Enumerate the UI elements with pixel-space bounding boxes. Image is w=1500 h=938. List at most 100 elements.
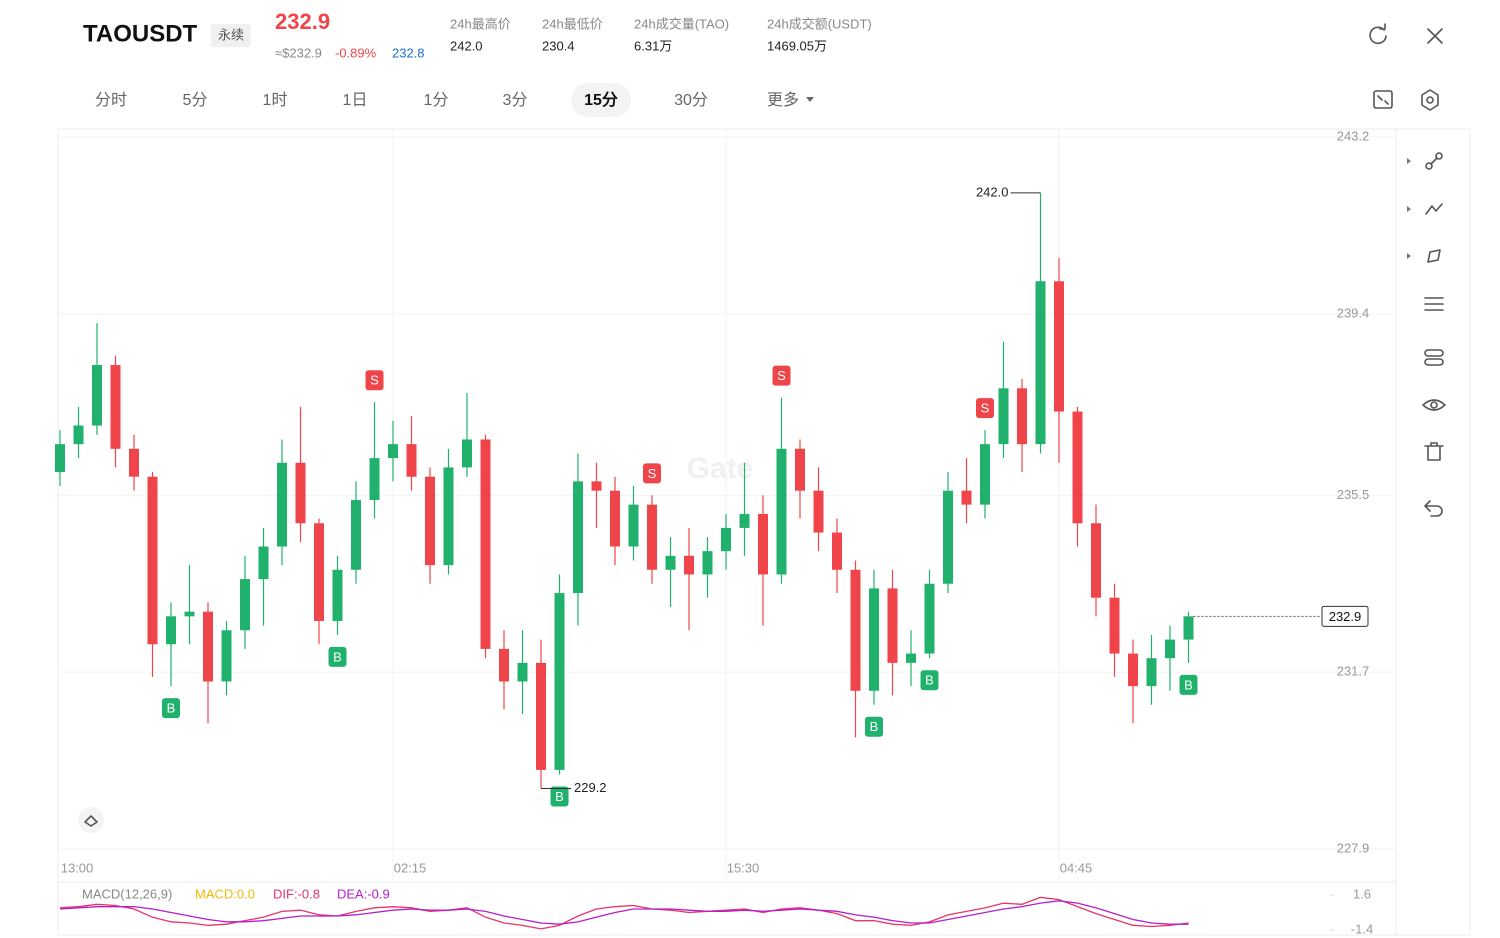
candle-body	[1146, 658, 1157, 687]
x-tick-label: 13:00	[61, 860, 94, 875]
candle-body	[998, 388, 1009, 445]
tab[interactable]: 分时	[95, 91, 127, 109]
candle-body	[943, 490, 953, 584]
candle-body	[129, 448, 139, 477]
tab[interactable]: 更多	[767, 91, 799, 109]
candle-body	[628, 504, 639, 547]
candle-body	[1091, 523, 1101, 598]
tag: 永续	[218, 27, 244, 42]
candle-body	[73, 425, 84, 445]
candle-body	[554, 593, 565, 770]
chart-frame	[57, 128, 1471, 936]
signal-label: B	[333, 649, 342, 664]
last-price-box	[1321, 605, 1369, 627]
signal-badge	[550, 786, 569, 807]
candle-body	[591, 481, 602, 491]
candle-body	[906, 653, 916, 663]
close-button[interactable]	[1427, 28, 1443, 44]
candle-body	[647, 504, 657, 570]
fib-tool[interactable]	[1407, 203, 1443, 215]
tab[interactable]: 3分	[503, 91, 528, 109]
change: -0.89%	[335, 45, 377, 60]
candle-body	[166, 616, 176, 645]
candle-body	[702, 551, 713, 575]
signal-badge	[365, 370, 384, 391]
signal-badge	[865, 716, 883, 737]
candle-body	[850, 569, 861, 691]
delete-tool[interactable]	[1424, 442, 1444, 461]
tab[interactable]: 1日	[343, 92, 368, 109]
mark-price: 232.8	[392, 45, 425, 60]
watermark: Gate	[687, 452, 754, 485]
template-tool[interactable]	[1424, 349, 1444, 366]
candle-body	[55, 444, 65, 473]
y-tick-label: 243.2	[1337, 128, 1370, 143]
signal-badge	[328, 646, 347, 667]
indicator-title: MACD(12,26,9)	[82, 886, 172, 901]
candle-body	[739, 513, 750, 528]
tag-bg	[211, 24, 251, 47]
signal-label: B	[167, 701, 176, 716]
candle-body	[758, 513, 768, 575]
candle-body	[184, 611, 195, 617]
tab[interactable]: 1时	[263, 91, 288, 109]
candle-body	[92, 365, 102, 426]
drawing-toolbar	[1407, 152, 1446, 517]
visibility-toggle[interactable]	[78, 807, 104, 833]
candle-body	[462, 439, 472, 468]
candle-body	[1054, 281, 1064, 412]
signal-label: S	[777, 368, 786, 383]
tab[interactable]: 30分	[674, 91, 708, 109]
candle-body	[1165, 639, 1175, 659]
refresh-button[interactable]	[1369, 23, 1387, 45]
candle-body	[980, 444, 990, 505]
candle-body	[684, 555, 694, 575]
y-tick-label: 239.4	[1337, 305, 1370, 320]
candle-body	[1109, 597, 1120, 654]
y-tick-label: 227.9	[1337, 840, 1370, 855]
candle-body	[1035, 281, 1046, 445]
line-tool[interactable]	[1407, 152, 1443, 170]
stat-value: 242.0	[450, 38, 483, 53]
y-tick-label: 1.6	[1353, 886, 1371, 901]
tab[interactable]: 5分	[183, 91, 208, 109]
candle-body	[721, 527, 731, 552]
indicator-readout: MACD:0.0	[195, 886, 255, 901]
tab[interactable]: 15分	[584, 91, 618, 109]
undo-tool[interactable]	[1424, 500, 1443, 517]
visibility-tool[interactable]	[1422, 399, 1446, 411]
candle-body	[443, 467, 454, 566]
candle-body	[332, 569, 343, 621]
indicator-tool[interactable]	[1424, 297, 1444, 311]
stat-label: 24h最低价	[542, 16, 603, 31]
last-price-label: 232.9	[1329, 609, 1362, 624]
macd-line	[59, 896, 1189, 930]
shape-tool[interactable]	[1407, 249, 1441, 263]
candle-body	[869, 588, 879, 691]
candle-body	[240, 579, 250, 631]
candle-body	[258, 546, 269, 580]
candle-body	[425, 476, 435, 566]
settings-button[interactable]	[1421, 89, 1439, 111]
candle-body	[1072, 411, 1083, 524]
signal-badge	[920, 670, 939, 691]
candle-body	[110, 365, 121, 449]
stat-value: 6.31万	[634, 38, 672, 53]
candle-body	[610, 490, 620, 547]
tab[interactable]: 1分	[424, 91, 449, 109]
fullscreen-button[interactable]	[1373, 90, 1393, 109]
candle-body	[924, 583, 935, 654]
symbol: TAOUSDT	[83, 20, 198, 47]
signal-label: B	[925, 673, 934, 688]
candle-body	[277, 462, 287, 547]
stat-label: 24h最高价	[450, 16, 511, 31]
candle-body	[517, 662, 528, 682]
candle-body	[813, 490, 824, 533]
stat-value: 230.4	[542, 38, 575, 53]
candle-body	[536, 662, 546, 770]
candle-body	[406, 444, 417, 477]
candle-body	[1183, 616, 1194, 640]
last-price: 232.9	[275, 9, 330, 34]
signal-label: S	[981, 401, 990, 416]
